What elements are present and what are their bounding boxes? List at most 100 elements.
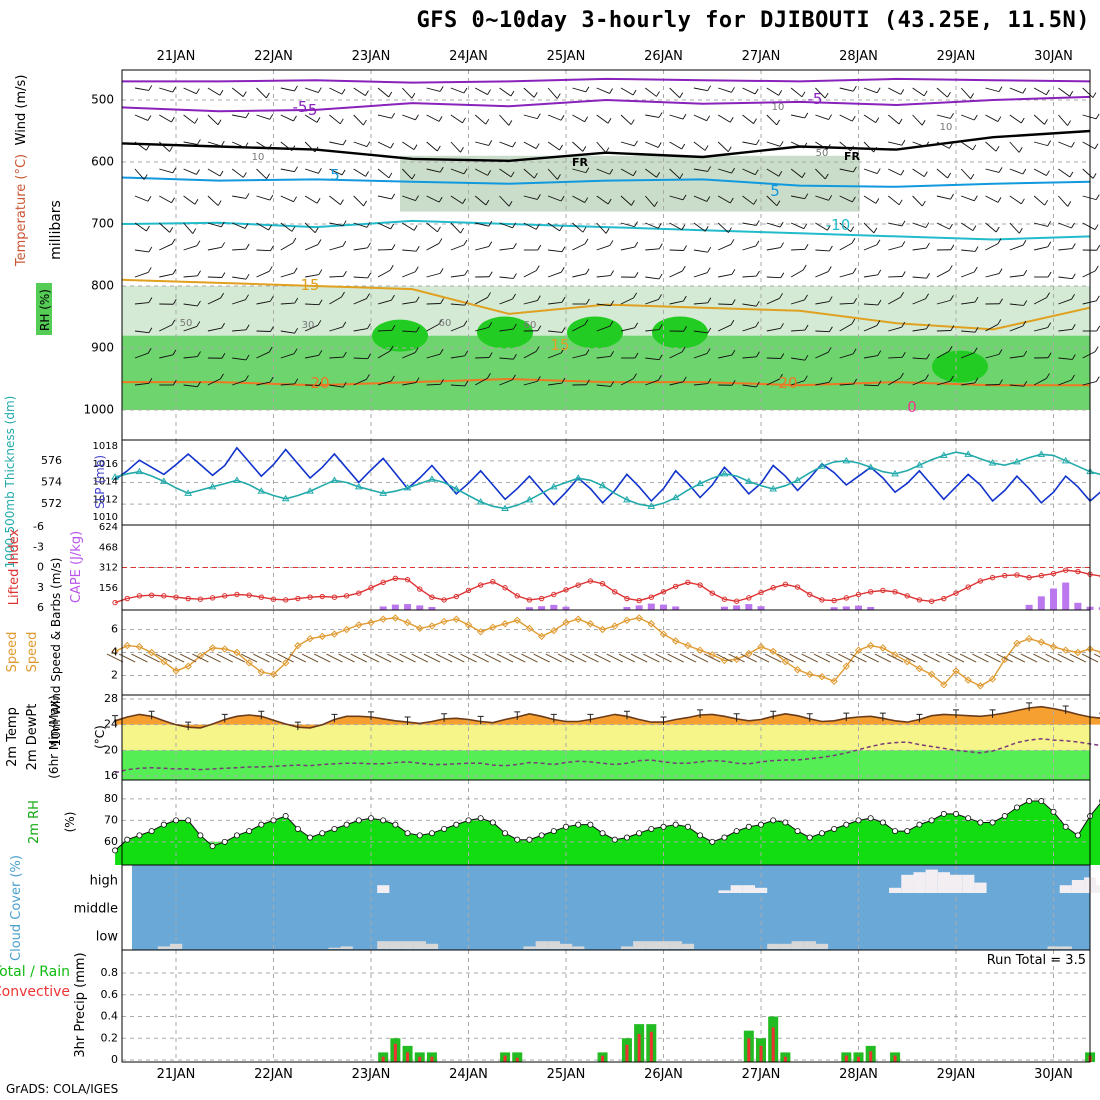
wind-barb xyxy=(353,247,368,251)
wind-barb xyxy=(960,222,974,232)
wind-barb-flag xyxy=(147,115,152,121)
wind-barb-flag xyxy=(707,166,712,172)
wind-barb-flag xyxy=(779,373,783,380)
wind-barb-flag xyxy=(754,88,759,95)
legend-total-rain: Total / Rain xyxy=(0,964,70,980)
thickness-marker xyxy=(549,482,558,490)
wind-barb-flag xyxy=(1047,241,1052,248)
wind-barb-flag xyxy=(803,142,808,149)
wind-barb-flag xyxy=(194,198,199,205)
isotherm-line xyxy=(122,77,1091,84)
surface-wind-barb xyxy=(374,653,392,663)
precip-convective-bar xyxy=(857,1056,860,1062)
surface-wind-barb xyxy=(387,653,404,663)
wind-speed-point xyxy=(830,677,838,685)
wind-barb-flag xyxy=(804,193,809,199)
top-date-label: 26JAN xyxy=(644,49,683,64)
cape-bar xyxy=(1074,602,1082,610)
wind-barb xyxy=(985,195,999,203)
wind-speed-point xyxy=(476,628,485,636)
surface-wind-barb xyxy=(594,653,611,663)
wind-barb xyxy=(1082,381,1097,386)
surface-wind-barb xyxy=(338,653,355,663)
wind-speed-point xyxy=(684,641,692,650)
wind-speed-point xyxy=(196,652,205,660)
bottom-date-label: 23JAN xyxy=(352,1067,391,1082)
wind-barb xyxy=(450,384,465,387)
wind-barb-flag xyxy=(389,264,394,271)
wind-barb-flag xyxy=(586,298,590,305)
wind-barb xyxy=(207,141,222,147)
wind-barb-flag xyxy=(851,115,856,122)
wind-barb xyxy=(644,195,655,207)
wind-barb xyxy=(912,114,923,126)
lifted-index-point xyxy=(1038,572,1045,579)
wind-barb-flag xyxy=(197,139,201,145)
y-tick-label: 1010 xyxy=(93,512,118,523)
wind-barb-flag xyxy=(729,197,734,204)
wind-barb xyxy=(1009,141,1020,153)
wind-barb xyxy=(572,168,587,174)
wind-barb-flag xyxy=(488,271,493,277)
surface-wind-barb xyxy=(606,653,623,663)
wind-barb xyxy=(912,379,926,386)
wind-barb xyxy=(474,297,488,305)
wind-barb-flag xyxy=(294,85,298,92)
wind-barb-flag xyxy=(415,195,419,201)
wind-barb-flag xyxy=(171,238,176,245)
lifted-index-point xyxy=(843,595,850,601)
wind-barb xyxy=(790,269,804,278)
wind-barb xyxy=(839,87,854,92)
isotherm-label: 20 xyxy=(310,374,329,392)
rh-2m-point xyxy=(953,810,960,817)
wind-barb-flag xyxy=(610,300,614,306)
wind-barb-flag xyxy=(438,116,443,122)
wind-barb-flag xyxy=(755,220,760,226)
cape-bar xyxy=(525,607,533,610)
wind-barb xyxy=(159,195,172,204)
wind-barb xyxy=(669,141,682,150)
lifted-index-point xyxy=(197,596,204,602)
surface-wind-barb xyxy=(448,653,465,663)
lifted-index-point xyxy=(758,589,764,596)
cape-bar xyxy=(757,606,765,610)
y-axis-title-slp: SLP (mb) xyxy=(93,455,107,509)
lifted-index-point xyxy=(892,589,898,595)
wind-barb xyxy=(547,222,560,232)
isotherm-label: 5 xyxy=(770,182,780,200)
wind-barb-flag xyxy=(365,171,369,177)
wind-barb xyxy=(961,301,976,305)
wind-barb-flag xyxy=(1020,117,1025,124)
rh-2m-point xyxy=(818,830,825,837)
wind-barb-flag xyxy=(439,268,444,274)
wind-barb-flag xyxy=(1071,293,1075,300)
wind-barb xyxy=(1009,325,1024,332)
wind-barb xyxy=(353,87,366,97)
wind-barb xyxy=(280,330,295,334)
wind-barb-flag xyxy=(437,226,441,233)
wind-barb xyxy=(523,222,537,230)
wind-barb xyxy=(1009,303,1024,306)
rh-2m-point xyxy=(709,838,716,845)
wind-barb-flag xyxy=(561,377,566,384)
series-slp-line xyxy=(114,446,1100,506)
wind-barb xyxy=(742,245,757,251)
wind-speed-point xyxy=(781,657,790,666)
lifted-index-point xyxy=(404,576,411,583)
rh-2m-point xyxy=(538,832,545,839)
temp-max-whisker xyxy=(441,713,448,722)
wind-barb-flag xyxy=(537,244,542,251)
precip-convective-bar xyxy=(515,1057,519,1062)
wind-barb-flag xyxy=(341,88,346,95)
wind-barb xyxy=(1009,222,1020,234)
wind-barb-flag xyxy=(488,220,493,227)
series-thickness-line xyxy=(114,451,1100,510)
surface-wind-barb xyxy=(801,653,818,663)
wind-barb xyxy=(475,326,489,332)
wind-barb xyxy=(304,222,316,234)
wind-barb xyxy=(645,87,657,97)
wind-barb-flag xyxy=(391,294,395,301)
wind-barb-flag xyxy=(950,193,954,200)
wind-barb-flag xyxy=(853,166,857,173)
wind-barb xyxy=(863,141,875,153)
